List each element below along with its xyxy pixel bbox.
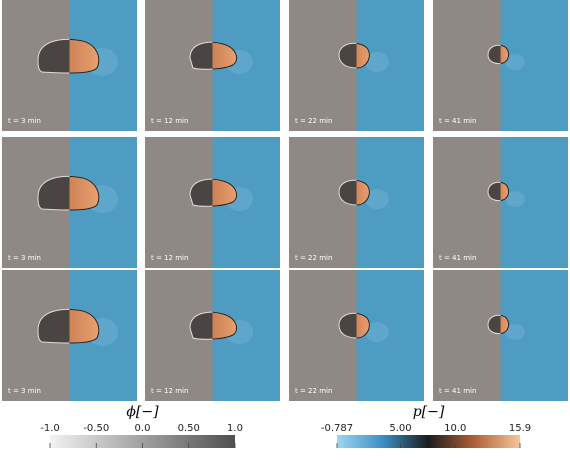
pressure-halo: [505, 54, 525, 70]
time-label: t = 12 min: [151, 117, 188, 125]
colorbar-tick-label: -0.787: [321, 423, 353, 434]
colorbar-tick-label: 0.50: [178, 423, 200, 434]
panel: t = 41 min: [433, 0, 568, 131]
pressure-halo: [505, 324, 525, 340]
colorbar-tick-label: 10.0: [444, 423, 466, 434]
colorbar-tick-label: -0.50: [83, 423, 109, 434]
colorbar-tick-label: -1.0: [40, 423, 60, 434]
pressure-halo: [365, 322, 389, 342]
panel: t = 12 min: [145, 270, 280, 401]
droplet-pressure: [500, 314, 510, 334]
droplet-pressure: [212, 178, 238, 207]
panel: t = 3 min: [2, 270, 137, 401]
droplet-pressure: [500, 181, 510, 201]
colorbar-tick-label: 5.00: [389, 423, 411, 434]
panel: t = 12 min: [145, 137, 280, 268]
panel: t = 3 min: [2, 0, 137, 131]
time-label: t = 22 min: [295, 254, 332, 262]
time-label: t = 3 min: [8, 387, 41, 395]
panel: t = 12 min: [145, 0, 280, 131]
pressure-halo: [365, 52, 389, 72]
time-label: t = 22 min: [295, 117, 332, 125]
time-label: t = 41 min: [439, 387, 476, 395]
droplet-pressure: [212, 41, 238, 70]
panel: t = 22 min: [289, 270, 424, 401]
droplet-pressure: [69, 175, 100, 211]
panel-left: [433, 0, 501, 131]
droplet-pressure: [356, 313, 370, 339]
panel: t = 22 min: [289, 137, 424, 268]
colorbar-title: ϕ[−]: [126, 404, 159, 420]
colorbar-tick-label: 0.0: [135, 423, 151, 434]
droplet-pressure: [69, 38, 100, 74]
time-label: t = 12 min: [151, 387, 188, 395]
droplet-pressure: [69, 308, 100, 344]
colorbar-tick-label: 15.9: [509, 423, 531, 434]
colorbar-tick-label: 1.0: [227, 423, 243, 434]
time-label: t = 3 min: [8, 117, 41, 125]
droplet-pressure: [356, 180, 370, 206]
panel: t = 41 min: [433, 270, 568, 401]
time-label: t = 12 min: [151, 254, 188, 262]
time-label: t = 41 min: [439, 254, 476, 262]
panel: t = 3 min: [2, 137, 137, 268]
pressure-halo: [505, 191, 525, 207]
time-label: t = 3 min: [8, 254, 41, 262]
droplet-pressure: [356, 43, 370, 69]
panel: t = 22 min: [289, 0, 424, 131]
panel: t = 41 min: [433, 137, 568, 268]
colorbar: [337, 435, 520, 448]
colorbar-title: p[−]: [413, 404, 445, 420]
droplet-pressure: [500, 44, 510, 64]
panel-left: [433, 137, 501, 268]
time-label: t = 41 min: [439, 117, 476, 125]
pressure-halo: [365, 189, 389, 209]
droplet-pressure: [212, 311, 238, 340]
panel-left: [433, 270, 501, 401]
time-label: t = 22 min: [295, 387, 332, 395]
